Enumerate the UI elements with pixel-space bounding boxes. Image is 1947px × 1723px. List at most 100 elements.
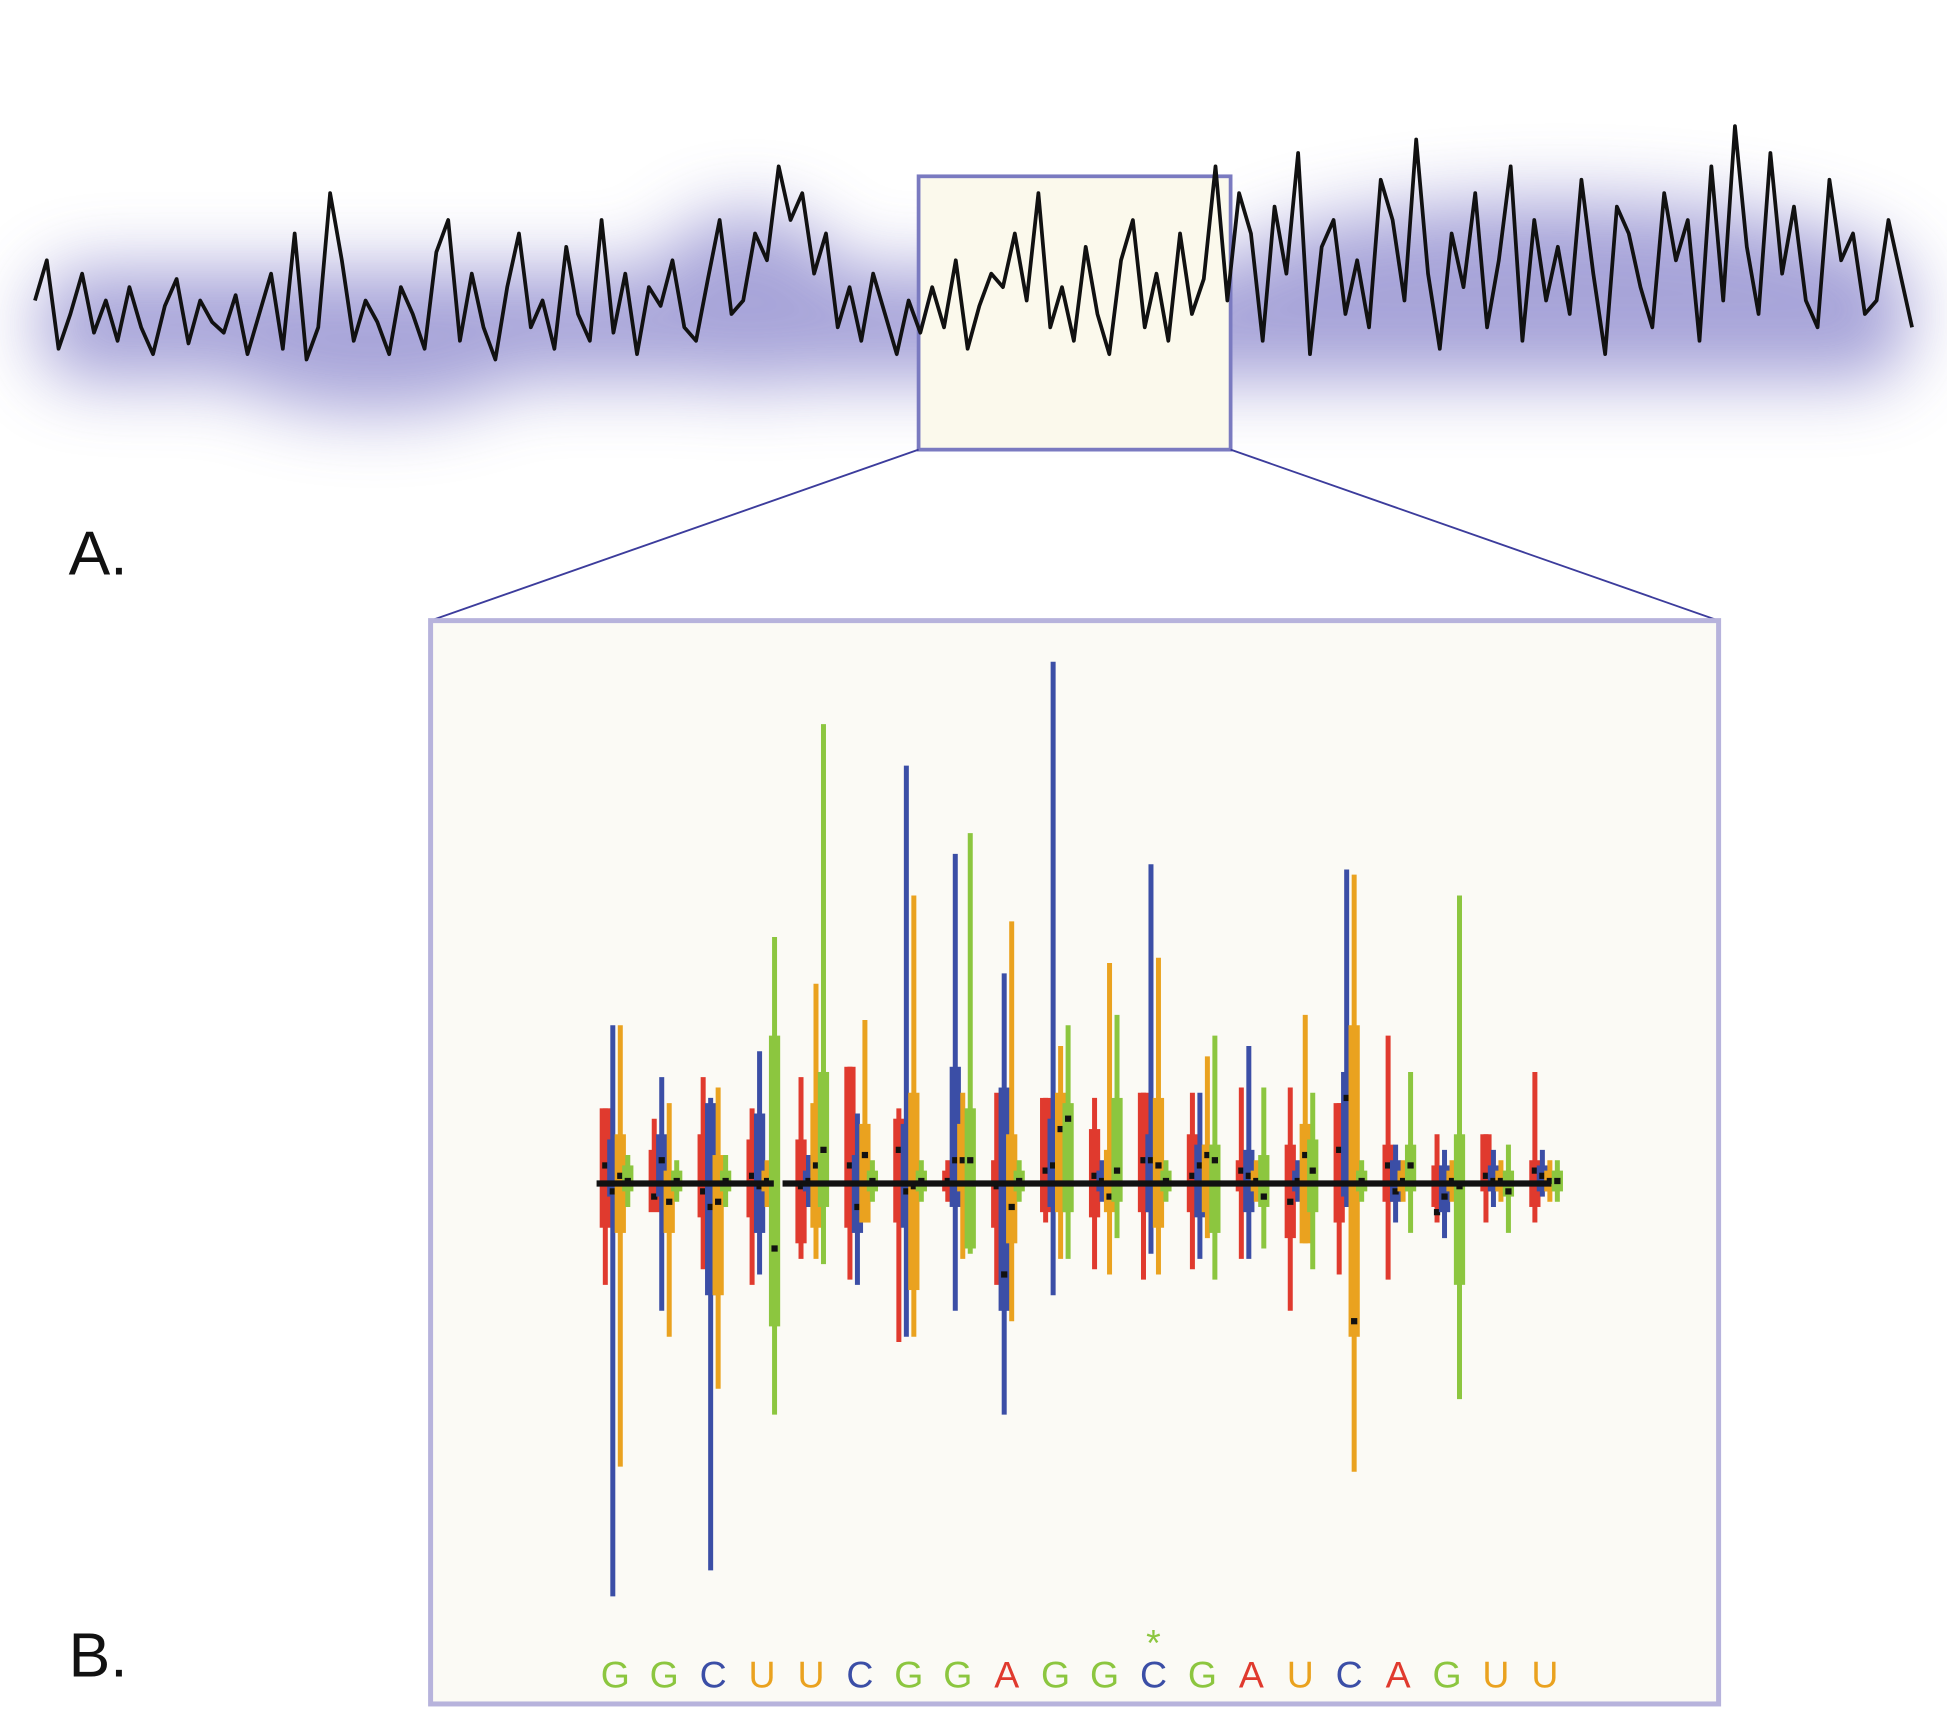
median <box>1050 1162 1057 1169</box>
panel-label: B. <box>69 1621 128 1690</box>
box <box>705 1103 717 1296</box>
panel-label: A. <box>69 519 128 588</box>
box <box>1235 1160 1247 1192</box>
nucleotide: G <box>894 1654 923 1696</box>
box <box>1453 1134 1466 1285</box>
median <box>1531 1167 1539 1174</box>
median <box>1539 1172 1546 1179</box>
box <box>964 1108 976 1249</box>
nucleotide: U <box>749 1654 776 1696</box>
box <box>697 1134 709 1218</box>
box <box>1040 1097 1052 1213</box>
nucleotide: C <box>1140 1654 1167 1696</box>
box <box>795 1139 807 1244</box>
median <box>1091 1172 1098 1179</box>
zoom-line <box>1230 448 1719 622</box>
box <box>1137 1092 1150 1213</box>
box <box>949 1066 961 1207</box>
box <box>1145 1134 1157 1213</box>
median <box>820 1146 827 1153</box>
nucleotide: G <box>650 1654 679 1696</box>
median <box>1554 1177 1561 1185</box>
median <box>771 1245 778 1252</box>
nucleotide: G <box>601 1654 630 1696</box>
median <box>707 1203 714 1211</box>
median <box>609 1188 616 1195</box>
box-plots <box>599 661 1563 1597</box>
median <box>1441 1193 1448 1200</box>
box <box>1209 1144 1221 1233</box>
nucleotide: C <box>700 1654 727 1696</box>
median <box>1001 1271 1008 1278</box>
box <box>768 1035 781 1327</box>
median <box>1245 1172 1252 1179</box>
box <box>844 1066 856 1228</box>
nucleotide: G <box>1041 1654 1070 1696</box>
nucleotide: C <box>1336 1654 1363 1696</box>
median <box>658 1157 665 1164</box>
median <box>1287 1198 1294 1205</box>
median <box>1260 1193 1267 1200</box>
median <box>1113 1167 1121 1174</box>
median <box>1433 1209 1441 1216</box>
box <box>1054 1092 1067 1213</box>
box <box>1284 1144 1296 1239</box>
nucleotide: A <box>1239 1654 1264 1696</box>
median <box>1064 1115 1072 1122</box>
box <box>1307 1139 1319 1213</box>
box <box>753 1113 766 1233</box>
median <box>1351 1318 1358 1325</box>
box <box>1438 1165 1451 1213</box>
nucleotide: A <box>994 1654 1019 1696</box>
nucleotide: C <box>846 1654 873 1696</box>
zoom-line <box>430 448 919 622</box>
median <box>1407 1162 1414 1169</box>
median <box>1155 1162 1162 1169</box>
median <box>1505 1188 1512 1195</box>
median <box>959 1157 966 1164</box>
median <box>1196 1162 1204 1169</box>
median <box>952 1157 959 1164</box>
median <box>846 1162 854 1169</box>
box <box>1480 1134 1492 1192</box>
nucleotide: U <box>1287 1654 1314 1696</box>
nucleotide: A <box>1386 1654 1411 1696</box>
box <box>1333 1103 1345 1223</box>
median <box>1392 1188 1399 1195</box>
median <box>666 1198 673 1205</box>
median <box>1008 1203 1015 1211</box>
nucleotide: G <box>943 1654 972 1696</box>
median <box>854 1203 861 1211</box>
nucleotide: G <box>1188 1654 1217 1696</box>
nucleotide: U <box>1482 1654 1509 1696</box>
median <box>700 1188 707 1195</box>
box <box>656 1134 668 1197</box>
median <box>1140 1157 1147 1164</box>
box <box>817 1071 830 1207</box>
median <box>812 1162 820 1169</box>
nucleotide: G <box>1090 1654 1119 1696</box>
marker: * <box>1146 1621 1161 1663</box>
box <box>712 1155 724 1296</box>
box <box>1382 1144 1394 1202</box>
box <box>1062 1103 1074 1213</box>
median <box>1336 1146 1343 1153</box>
box <box>859 1123 871 1223</box>
box <box>851 1155 864 1233</box>
signal-trace <box>33 124 1914 362</box>
median <box>1302 1151 1309 1159</box>
nucleotide: U <box>1531 1654 1558 1696</box>
nucleotide: U <box>797 1654 824 1696</box>
median <box>967 1157 974 1164</box>
median <box>1238 1167 1245 1174</box>
zoom-panel <box>428 618 1722 1707</box>
box <box>893 1118 905 1223</box>
box <box>1006 1134 1018 1244</box>
median <box>1204 1151 1211 1159</box>
median <box>1042 1167 1049 1174</box>
median <box>1057 1125 1064 1133</box>
median <box>602 1162 609 1169</box>
box <box>1341 1071 1353 1197</box>
median <box>861 1151 869 1159</box>
